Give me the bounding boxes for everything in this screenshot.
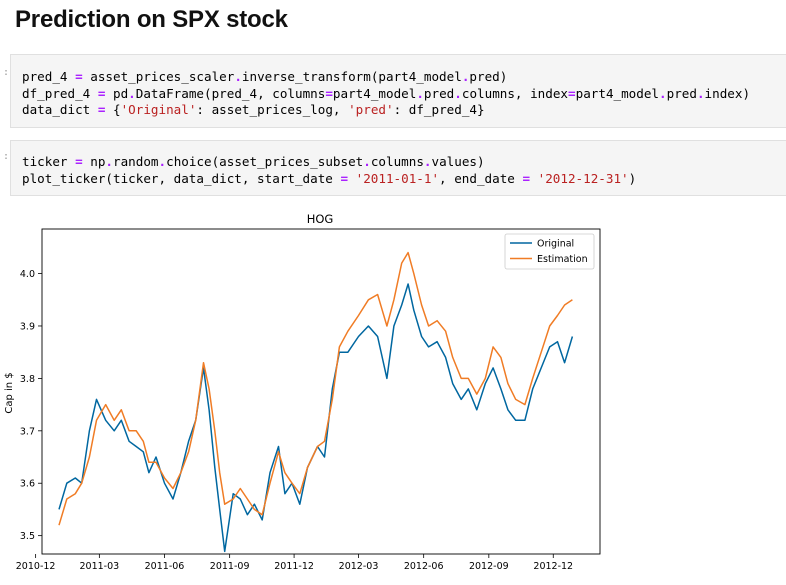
- code-token: np: [82, 154, 106, 169]
- x-tick-label: 2011-03: [80, 561, 120, 572]
- x-tick-label: 2012-12: [533, 561, 573, 572]
- code-token: 'Original': [120, 102, 197, 117]
- output-chart: HOG Cap in $ 2010-12 2011-03 2011-06 2011-0…: [4, 212, 601, 572]
- x-tick-label: 2010-12: [16, 561, 56, 572]
- code-token: =: [325, 85, 333, 101]
- y-tick-label: 3.7: [20, 426, 35, 437]
- x-tick-label: 2011-12: [274, 561, 314, 572]
- code-token: [530, 171, 538, 186]
- code-token: .: [234, 69, 242, 84]
- code-token: .: [659, 85, 667, 101]
- x-tick-label: 2011-06: [145, 561, 185, 572]
- code-token: .: [416, 85, 424, 101]
- code-token: =: [522, 170, 531, 186]
- code-token: inverse_transform(part4_model: [241, 69, 462, 84]
- code-token: , end_date: [439, 170, 523, 186]
- code-cell-2[interactable]: : ticker = np.random.choice(asset_prices…: [3, 140, 786, 196]
- plot-area: [41, 228, 601, 555]
- code-line: ticker = np.random.choice(asset_prices_s…: [22, 154, 485, 169]
- legend: Original Estimation: [504, 233, 595, 270]
- code-token: columns, index: [461, 85, 569, 101]
- code-token: pred: [666, 85, 697, 101]
- code-token: random: [113, 154, 159, 169]
- code-token: DataFrame(pred_4, columns: [135, 85, 326, 101]
- code-editor-1[interactable]: pred_4 = asset_prices_scaler.inverse_tra…: [22, 69, 750, 119]
- y-tick-label: 4.0: [20, 269, 35, 280]
- code-token: =: [97, 102, 106, 117]
- code-token: pred: [423, 85, 455, 101]
- code-token: pred_4: [22, 69, 76, 84]
- code-token: .: [454, 85, 462, 101]
- y-tick-label: 3.6: [20, 479, 35, 490]
- legend-label: Estimation: [537, 254, 588, 265]
- y-tick-label: 3.8: [20, 374, 35, 385]
- code-token: {: [105, 102, 121, 117]
- code-token: part4_model: [575, 85, 660, 101]
- code-token: : df_pred_4}: [393, 102, 485, 117]
- code-token: =: [75, 69, 83, 84]
- y-tick-label: 3.5: [20, 531, 35, 542]
- y-axis-label: Cap in $: [4, 372, 15, 413]
- code-token: .: [423, 154, 432, 169]
- code-token: '2012-12-31': [537, 170, 629, 186]
- code-token: [348, 171, 356, 186]
- x-tick-label: 2012-03: [339, 561, 379, 572]
- code-token: columns: [370, 154, 424, 169]
- cell-prompt: :: [3, 67, 10, 78]
- series-lines: [58, 251, 574, 553]
- series-line-original: [58, 283, 574, 553]
- code-line: pred_4 = asset_prices_scaler.inverse_tra…: [22, 69, 507, 84]
- series-line-estimation: [58, 251, 573, 526]
- code-token: ): [628, 170, 637, 186]
- chart-title: HOG: [307, 212, 334, 226]
- code-token: df_pred_4: [22, 85, 98, 101]
- x-tick-label: 2012-09: [469, 561, 509, 572]
- code-token: pd: [105, 85, 129, 101]
- code-token: : asset_prices_log,: [196, 102, 349, 117]
- legend-label: Original: [537, 239, 574, 250]
- page-title: Prediction on SPX stock: [15, 6, 288, 33]
- code-line: plot_ticker(ticker, data_dict, start_dat…: [22, 171, 636, 186]
- code-token: .: [696, 85, 705, 101]
- code-token: pred): [469, 69, 508, 84]
- code-token: .: [363, 154, 371, 169]
- axes-ticks: 2010-12 2011-03 2011-06 2011-09 2011-12 2012-…: [16, 269, 573, 572]
- code-token: 'pred': [348, 102, 394, 117]
- x-tick-label: 2012-06: [404, 561, 444, 572]
- code-editor-2[interactable]: ticker = np.random.choice(asset_prices_s…: [22, 154, 636, 187]
- code-token: .: [128, 85, 136, 101]
- code-token: .: [461, 69, 470, 84]
- code-line: data_dict = {'Original': asset_prices_lo…: [22, 102, 485, 117]
- code-token: '2011-01-1': [355, 170, 440, 186]
- code-cell-1[interactable]: : pred_4 = asset_prices_scaler.inverse_t…: [3, 54, 786, 128]
- code-token: choice(asset_prices_subset: [166, 154, 364, 169]
- code-token: index): [704, 85, 751, 101]
- code-token: plot_ticker(ticker, data_dict, start_dat…: [22, 170, 341, 186]
- code-token: part4_model: [332, 85, 417, 101]
- cell-prompt: :: [3, 151, 10, 162]
- code-token: data_dict: [22, 102, 98, 117]
- code-token: values): [431, 154, 485, 169]
- code-token: =: [340, 170, 349, 186]
- code-token: asset_prices_scaler: [82, 69, 235, 84]
- code-token: =: [75, 154, 83, 169]
- y-tick-label: 3.9: [20, 321, 35, 332]
- code-token: ticker: [22, 154, 76, 169]
- code-line: df_pred_4 = pd.DataFrame(pred_4, columns…: [22, 86, 750, 101]
- code-token: =: [568, 85, 576, 101]
- plot-frame: [41, 228, 601, 555]
- code-token: .: [158, 154, 167, 169]
- code-token: .: [105, 154, 114, 169]
- x-tick-label: 2011-09: [210, 561, 250, 572]
- code-token: =: [97, 85, 106, 101]
